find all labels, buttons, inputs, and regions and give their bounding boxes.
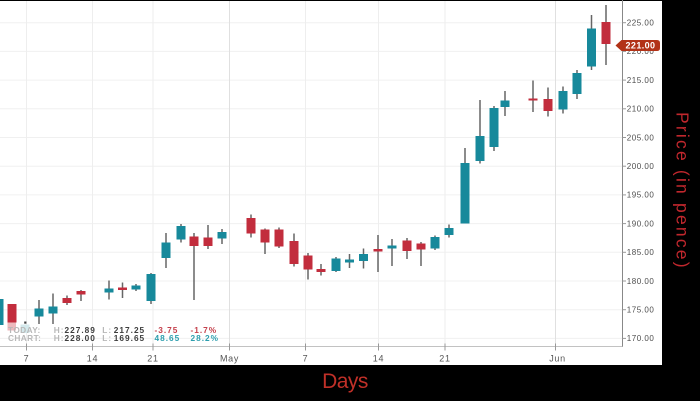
svg-text:221.00: 221.00 [626, 40, 656, 50]
svg-text:L:: L: [102, 325, 112, 335]
svg-text:14: 14 [373, 353, 384, 363]
svg-text:7: 7 [24, 353, 30, 363]
svg-text:217.25: 217.25 [114, 325, 145, 335]
svg-text:7: 7 [303, 353, 309, 363]
svg-text:TODAY:: TODAY: [8, 325, 41, 335]
svg-text:210.00: 210.00 [627, 105, 655, 114]
svg-text:H:: H: [54, 333, 65, 343]
svg-text:170.00: 170.00 [627, 334, 655, 343]
svg-text:169.65: 169.65 [114, 333, 145, 343]
svg-text:200.00: 200.00 [627, 162, 655, 171]
svg-text:175.00: 175.00 [627, 306, 655, 315]
svg-text:28.2%: 28.2% [191, 333, 220, 343]
svg-text:195.00: 195.00 [627, 191, 655, 200]
svg-text:-1.7%: -1.7% [191, 325, 218, 335]
svg-text:190.00: 190.00 [627, 219, 655, 228]
svg-text:May: May [220, 353, 239, 363]
svg-text:215.00: 215.00 [627, 76, 655, 85]
svg-text:227.89: 227.89 [65, 325, 96, 335]
svg-text:21: 21 [147, 353, 158, 363]
svg-text:L:: L: [102, 333, 112, 343]
svg-text:CHART:: CHART: [8, 333, 41, 343]
svg-text:14: 14 [87, 353, 98, 363]
svg-text:21: 21 [439, 353, 450, 363]
svg-text:228.00: 228.00 [65, 333, 96, 343]
svg-text:180.00: 180.00 [627, 277, 655, 286]
svg-text:220.00: 220.00 [627, 47, 655, 56]
svg-text:Price (in pence): Price (in pence) [673, 112, 693, 270]
svg-text:48.65: 48.65 [155, 333, 181, 343]
svg-text:185.00: 185.00 [627, 248, 655, 257]
svg-text:-3.75: -3.75 [155, 325, 179, 335]
svg-text:H:: H: [54, 325, 65, 335]
svg-text:Jun: Jun [549, 353, 566, 363]
svg-text:225.00: 225.00 [627, 19, 655, 28]
svg-text:205.00: 205.00 [627, 133, 655, 142]
svg-text:Days: Days [322, 370, 368, 393]
